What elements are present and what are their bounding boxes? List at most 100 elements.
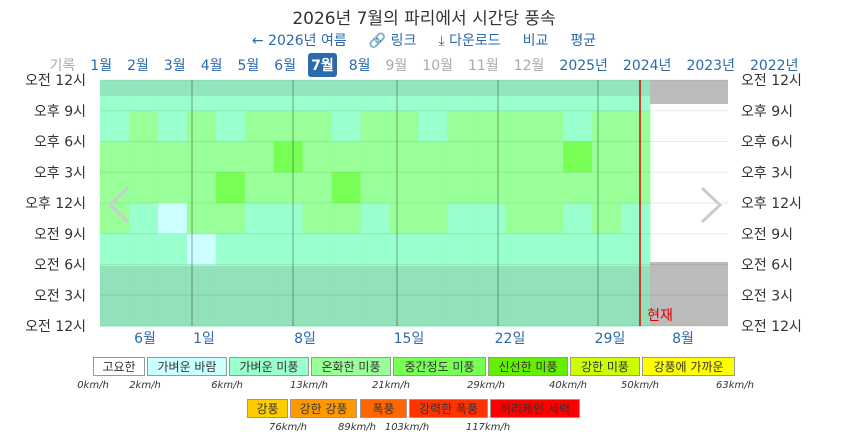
month-tab[interactable]: 2022년 (749, 58, 799, 74)
heat-cell (360, 203, 390, 235)
heat-cell (505, 233, 535, 265)
nav-link[interactable]: ← 2026년 여름 (252, 30, 347, 50)
x-label: 6월 (134, 331, 156, 345)
heat-cell (128, 233, 159, 265)
month-tab[interactable]: 7월 (308, 53, 337, 77)
month-tab[interactable]: 8월 (348, 58, 371, 74)
month-tab[interactable]: 2023년 (686, 58, 735, 74)
month-tab[interactable]: 2월 (127, 58, 149, 74)
heat-cell (534, 264, 564, 296)
nav-link[interactable]: 🔗 링크 (369, 30, 417, 50)
legend-item[interactable]: 가벼운 바람 (147, 357, 227, 376)
heat-cell (563, 172, 593, 204)
heat-cell (505, 295, 535, 327)
month-tab[interactable]: 5월 (237, 58, 260, 74)
heat-cell (621, 80, 651, 112)
heat-cell (100, 295, 130, 327)
heat-cell (244, 80, 275, 112)
legend-threshold: 29km/h (467, 380, 505, 391)
heat-cell (273, 141, 304, 173)
month-tab[interactable]: 3월 (163, 58, 186, 74)
next-arrow[interactable] (700, 186, 723, 224)
month-tab[interactable]: 9월 (385, 58, 408, 74)
future-shade (650, 80, 728, 104)
month-tab[interactable]: 2024년 (622, 58, 672, 74)
y-label-left: 오후 12시 (25, 196, 86, 212)
nav-bar: ← 2026년 여름 🔗 링크 ⤓ 다운로드 비교 평균 (0, 30, 848, 50)
heat-cell (592, 295, 622, 327)
month-tab[interactable]: 1월 (90, 58, 113, 74)
heat-cell (534, 172, 564, 204)
legend-threshold: 76km/h (269, 422, 307, 433)
prev-arrow[interactable] (107, 186, 130, 224)
heat-cell (360, 110, 390, 142)
heat-cell (186, 80, 217, 112)
nav-text: 비교 (522, 33, 549, 49)
nav-link[interactable]: 비교 (523, 30, 549, 50)
month-tab[interactable]: 6월 (274, 58, 297, 74)
month-tab[interactable]: 12월 (513, 58, 545, 74)
heat-cell (100, 233, 130, 265)
heat-cell (215, 264, 246, 296)
month-tab[interactable]: 11월 (468, 58, 499, 74)
legend-item[interactable]: 신선한 미풍 (488, 357, 568, 376)
heat-cell (389, 172, 419, 204)
y-label-left: 오후 9시 (34, 104, 86, 120)
legend-item[interactable]: 강한 미풍 (570, 357, 640, 376)
month-tab[interactable]: 기록 (49, 58, 76, 74)
heat-cell (273, 295, 304, 327)
heat-cell (273, 110, 304, 142)
heat-cell (273, 203, 304, 235)
heat-cell (592, 110, 622, 142)
y-label-right: 오전 3시 (741, 288, 793, 304)
legend-item[interactable]: 폭풍 (360, 399, 407, 418)
nav-icon: 🔗 (368, 33, 391, 49)
heat-cell (534, 141, 564, 173)
y-label-right: 오전 9시 (741, 227, 793, 243)
legend-item[interactable]: 고요한 (93, 357, 145, 376)
legend-item[interactable]: 가벼운 미풍 (229, 357, 309, 376)
month-tab[interactable]: 10월 (422, 58, 453, 74)
heat-cell (215, 80, 246, 112)
nav-link[interactable]: 평균 (570, 30, 596, 50)
heat-cell (157, 141, 188, 173)
legend-item[interactable]: 강풍 (247, 399, 288, 418)
heat-cell (360, 295, 390, 327)
heat-cell (418, 264, 448, 296)
heat-cell (331, 295, 362, 327)
heat-cell (563, 264, 593, 296)
legend-item[interactable]: 중간정도 미풍 (393, 357, 486, 376)
heat-cell (592, 203, 622, 235)
heat-cell (331, 80, 362, 112)
heat-cell (360, 141, 390, 173)
month-tab[interactable]: 4월 (200, 58, 223, 74)
nav-text: 2026년 여름 (268, 33, 347, 49)
heat-cell (244, 110, 275, 142)
nav-link[interactable]: ⤓ 다운로드 (438, 30, 500, 50)
heat-cell (244, 295, 275, 327)
heat-cell (302, 110, 333, 142)
legend-item[interactable]: 강력한 폭풍 (409, 399, 488, 418)
heat-cell (128, 172, 159, 204)
heat-cell (505, 172, 535, 204)
legend-item[interactable]: 강한 강풍 (290, 399, 357, 418)
legend-threshold: 40km/h (549, 380, 587, 391)
heat-cell (505, 264, 535, 296)
month-tab[interactable]: 2025년 (559, 58, 608, 74)
legend-item[interactable]: 온화한 미풍 (311, 357, 391, 376)
heat-cell (389, 203, 419, 235)
heat-cell (447, 264, 477, 296)
heat-cell (592, 233, 622, 265)
heat-cell (447, 233, 477, 265)
heat-cell (505, 80, 535, 112)
heat-cell (302, 141, 333, 173)
heat-cell (534, 80, 564, 112)
heat-cell (360, 264, 390, 296)
heat-cell (447, 203, 477, 235)
legend-threshold: 13km/h (290, 380, 328, 391)
legend-threshold: 89km/h (338, 422, 376, 433)
legend-item[interactable]: 강풍에 가까운 (642, 357, 735, 376)
legend-item[interactable]: 허리케인 세력 (490, 399, 580, 418)
nav-text: 링크 (390, 33, 417, 49)
y-label-left: 오전 9시 (34, 227, 86, 243)
